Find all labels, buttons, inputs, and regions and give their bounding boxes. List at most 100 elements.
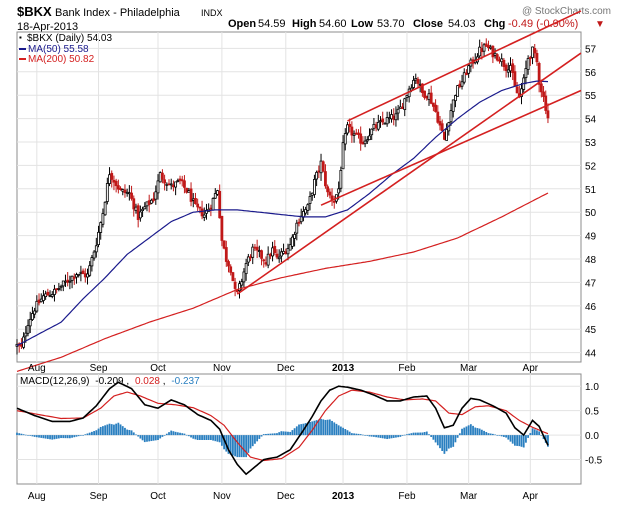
- macd-histogram-bar: [326, 419, 329, 436]
- macd-histogram-bar: [399, 435, 402, 437]
- macd-histogram-bar: [425, 431, 428, 436]
- macd-histogram-bar: [42, 435, 45, 439]
- candle-up: [68, 280, 72, 283]
- candle-down: [255, 246, 259, 251]
- candle-up: [97, 231, 100, 246]
- macd-label: MACD(12,26,9): [20, 376, 89, 387]
- macd-histogram-bar: [260, 435, 263, 437]
- candle-down: [392, 115, 396, 120]
- macd-histogram-bar: [170, 430, 173, 436]
- candle-up: [176, 180, 180, 182]
- chart-name: Bank Index - Philadelphia: [55, 7, 181, 19]
- candle-up: [202, 214, 206, 218]
- macd-histogram-bar: [421, 432, 424, 436]
- macd-histogram-bar: [276, 433, 278, 436]
- macd-histogram-bar: [57, 435, 60, 439]
- macd-histogram-bar: [344, 429, 347, 436]
- candle-down: [533, 47, 537, 54]
- candle-up: [286, 247, 290, 255]
- candle-down: [443, 131, 446, 140]
- candle-up: [94, 245, 98, 253]
- candle-up: [246, 256, 250, 263]
- macd-histogram-bar: [417, 432, 419, 436]
- macd-histogram-bar: [93, 431, 96, 436]
- macd-histogram-bar: [408, 433, 411, 436]
- candle-up: [149, 199, 153, 204]
- candle-down: [465, 72, 468, 76]
- candle-down: [425, 95, 429, 99]
- candle-down: [200, 208, 204, 217]
- macd-histogram-bar: [97, 428, 100, 436]
- candle-down: [231, 272, 235, 282]
- svg-text:MACD(12,26,9) -0.209: MACD(12,26,9) -0.209 , 0.028 , -0.237: [20, 376, 200, 387]
- price-y-tick-label: 57: [585, 44, 597, 55]
- macd-histogram-bar: [463, 427, 466, 436]
- candle-up: [138, 211, 142, 219]
- price-y-tick-label: 48: [585, 255, 597, 266]
- macd-histogram-bar: [320, 418, 322, 436]
- candle-down: [458, 83, 462, 88]
- macd-histogram-bar: [483, 430, 485, 436]
- macd-histogram-bar: [201, 435, 203, 440]
- macd-histogram-bar: [203, 435, 206, 440]
- macd-value: -0.209: [95, 376, 124, 387]
- macd-histogram-bar: [540, 435, 543, 436]
- candle-up: [59, 285, 63, 288]
- macd-histogram-bar: [86, 433, 89, 436]
- macd-histogram-bar: [306, 422, 309, 436]
- candle-up: [365, 139, 369, 142]
- trendline: [320, 89, 582, 206]
- open-label: Open: [228, 18, 256, 30]
- low-value: 53.70: [377, 18, 405, 30]
- candle-down: [436, 111, 440, 123]
- macd-histogram-bar: [339, 426, 342, 436]
- candle-up: [216, 190, 219, 195]
- macd-histogram-bar: [496, 435, 499, 436]
- candle-up: [26, 324, 30, 334]
- macd-histogram-bar: [168, 432, 170, 436]
- candle-down: [227, 261, 230, 267]
- macd-histogram-bar: [82, 435, 84, 436]
- macd-histogram-bar: [238, 435, 241, 458]
- macd-histogram-bar: [207, 435, 210, 440]
- macd-histogram-bar: [487, 433, 490, 436]
- price-x-tick-label: Aug: [28, 363, 46, 374]
- candle-up: [42, 295, 45, 301]
- macd-histogram-bar: [295, 426, 298, 436]
- macd-histogram-bar: [434, 435, 437, 443]
- macd-histogram-bar: [384, 435, 386, 439]
- candle-up: [412, 79, 415, 88]
- macd-histogram-bar: [234, 435, 237, 457]
- candle-up: [92, 251, 96, 259]
- chart-symbol: $BKX: [17, 4, 52, 19]
- macd-histogram-bar: [262, 434, 265, 436]
- candle-up: [414, 78, 418, 81]
- candle-up: [396, 108, 400, 114]
- candle-up: [460, 81, 464, 87]
- macd-signal-value: 0.028: [135, 376, 160, 387]
- candle-up: [61, 280, 65, 287]
- candle-up: [315, 171, 319, 180]
- macd-histogram-bar: [249, 435, 252, 449]
- macd-histogram-bar: [359, 434, 362, 436]
- candle-down: [46, 291, 50, 296]
- macd-histogram-bar: [309, 421, 311, 436]
- macd-histogram-bar: [185, 434, 188, 436]
- macd-histogram-bar: [439, 435, 441, 449]
- candle-up: [509, 65, 512, 72]
- macd-histogram-bar: [397, 435, 400, 438]
- macd-histogram-bar: [430, 435, 433, 437]
- candle-down: [498, 59, 501, 62]
- candle-down: [112, 179, 116, 183]
- macd-histogram-bar: [291, 430, 294, 436]
- candle-down: [119, 188, 122, 190]
- candle-down: [253, 246, 257, 249]
- macd-panel: [16, 373, 582, 485]
- candle-down: [66, 279, 70, 283]
- candle-up: [101, 213, 105, 225]
- candle-up: [244, 263, 248, 275]
- macd-histogram-bar: [40, 435, 43, 438]
- macd-histogram-bar: [240, 435, 243, 458]
- price-x-tick-label: Dec: [277, 363, 295, 374]
- candle-up: [454, 95, 457, 102]
